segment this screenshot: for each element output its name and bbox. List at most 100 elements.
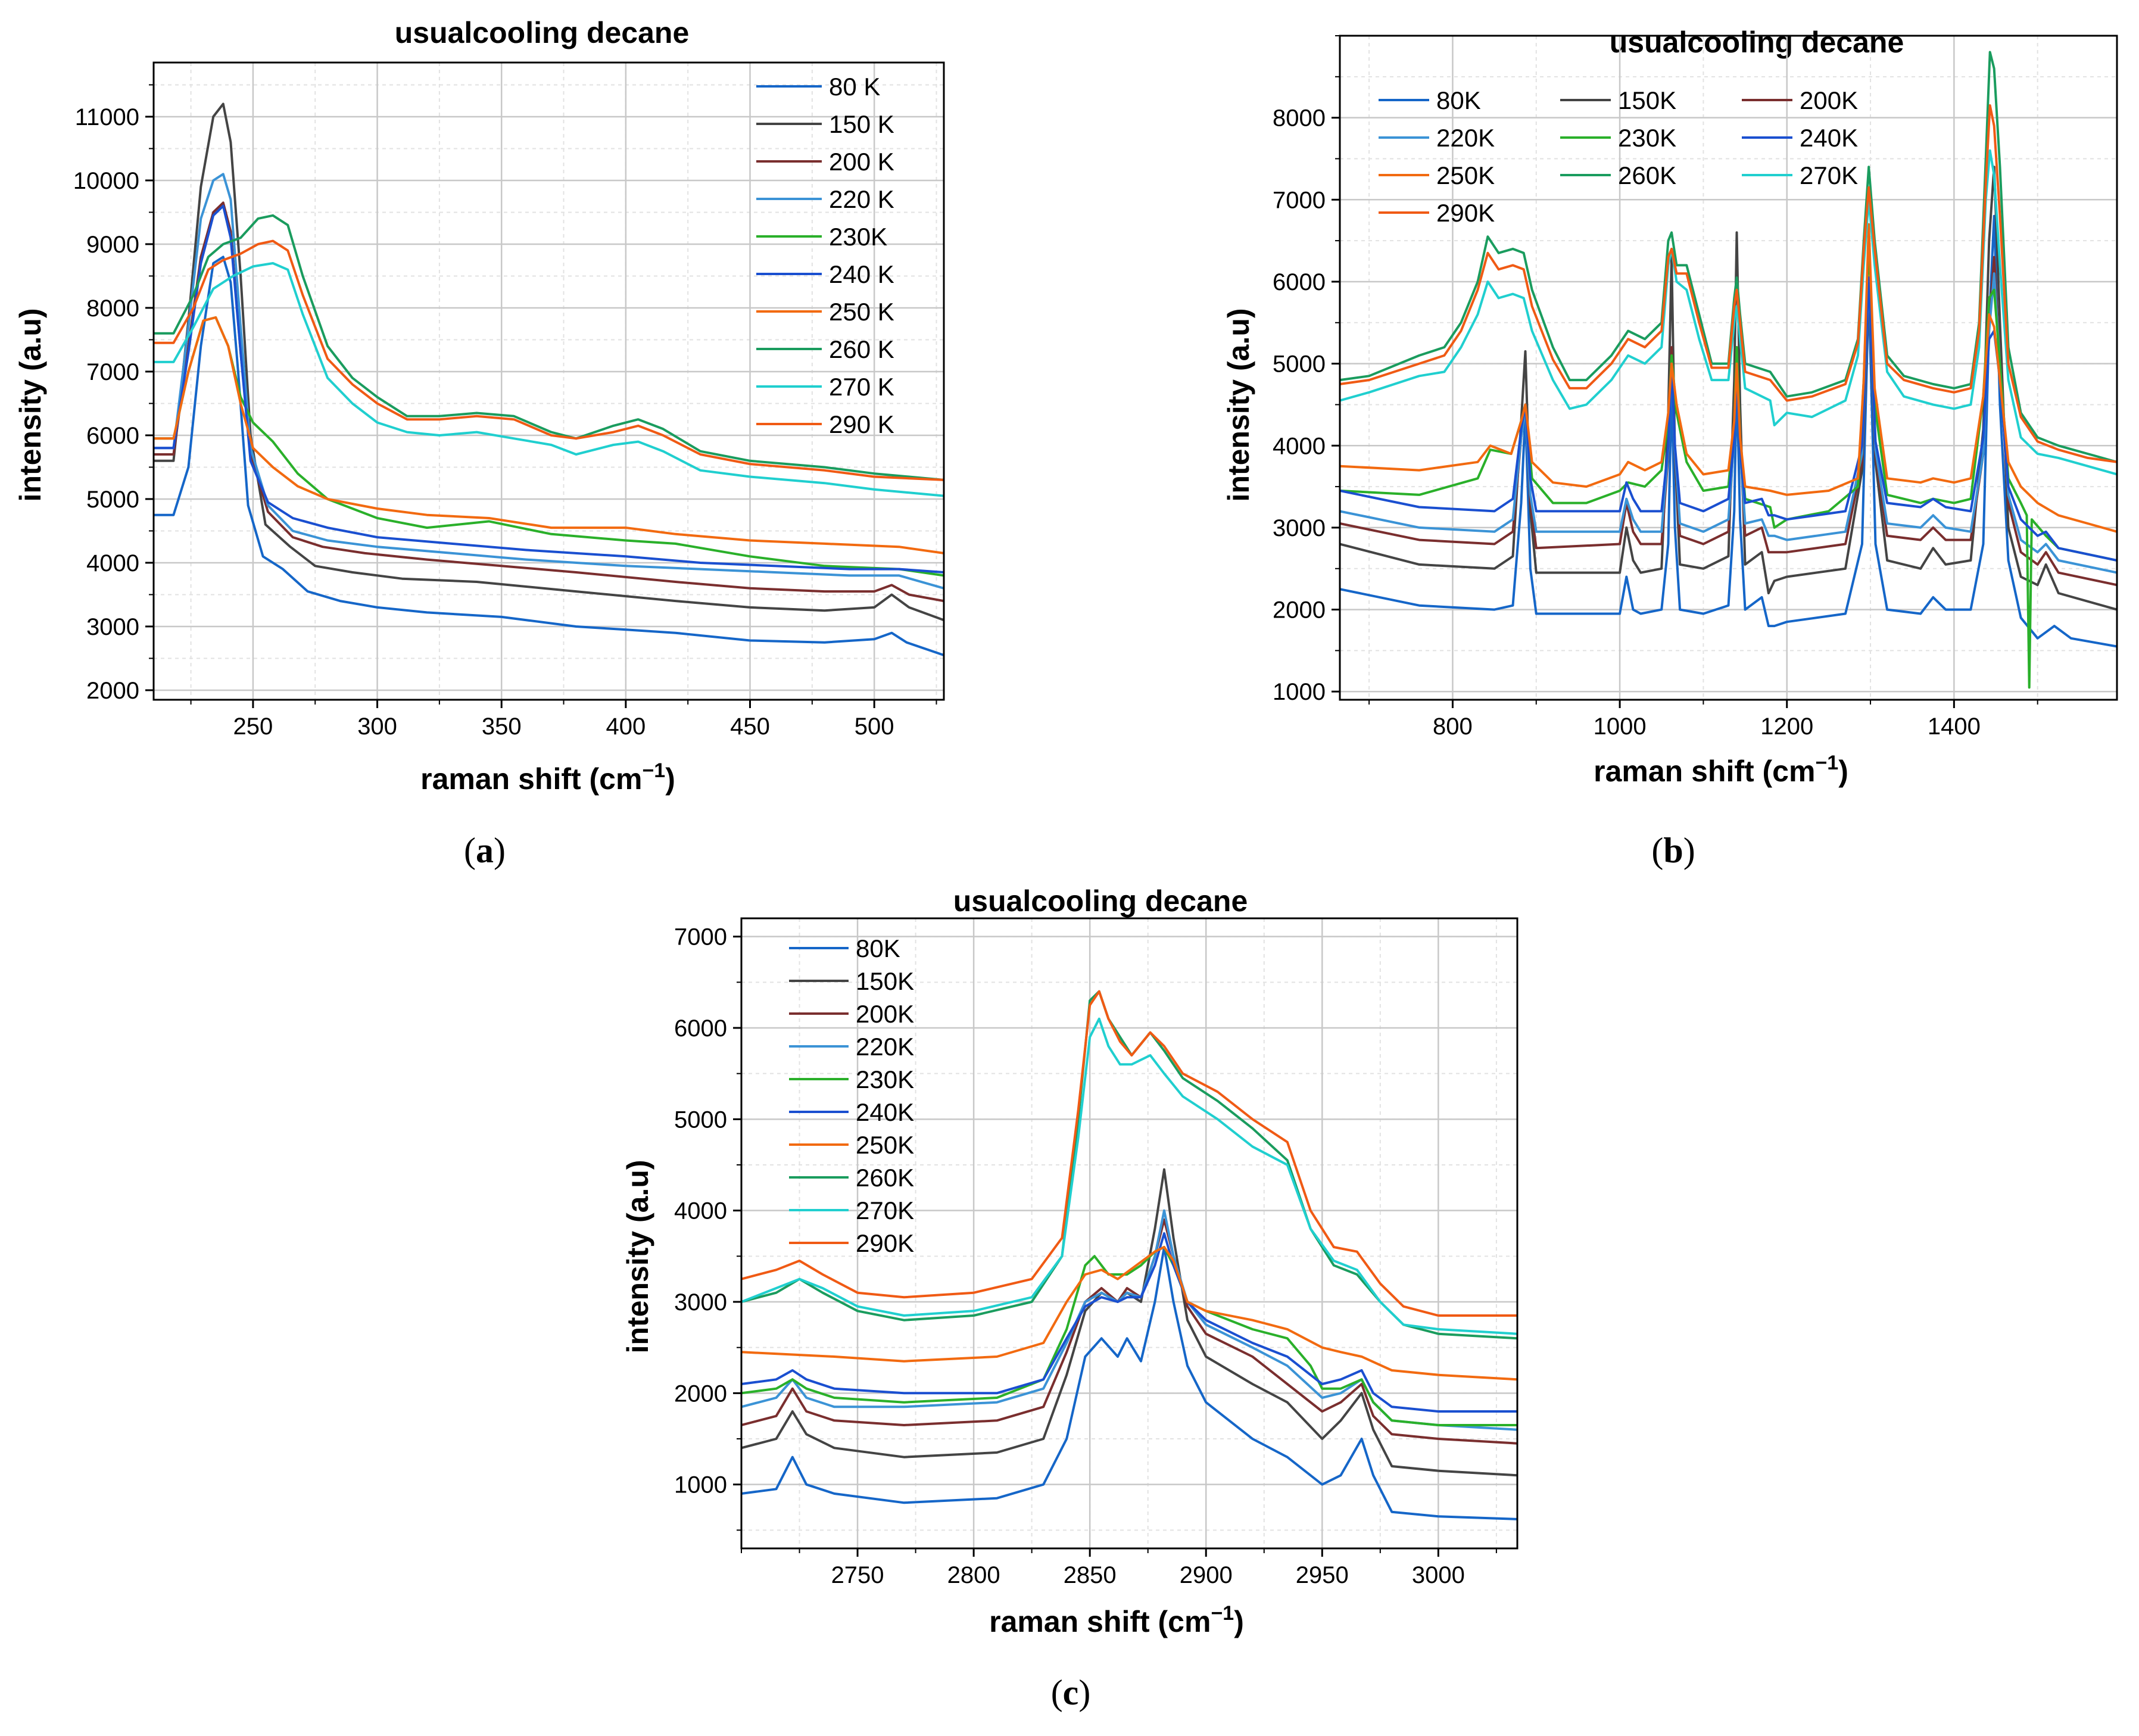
y-tick-label: 8000 — [1273, 105, 1326, 132]
x-tick-label: 2950 — [1296, 1562, 1349, 1588]
legend: 80K 150K 200K 220K 230K 240K 250K 260K 270K 290K — [789, 934, 914, 1257]
y-tick-label: 3000 — [674, 1289, 727, 1316]
y-tick-label: 3000 — [86, 614, 139, 640]
y-tick-label: 11000 — [75, 104, 139, 130]
legend-label-150K: 150 K — [829, 110, 894, 138]
x-tick-label: 2800 — [947, 1562, 1000, 1588]
panel-a-ylabel: intensity (a.u) — [14, 308, 47, 501]
y-tick-label: 6000 — [86, 423, 139, 449]
x-tick-label: 2750 — [831, 1562, 884, 1588]
plot-frame — [152, 61, 945, 701]
series-line-220K — [154, 173, 944, 590]
x-tick-label: 500 — [855, 713, 894, 740]
legend-label-290K: 290 K — [829, 410, 894, 438]
legend-label-270K: 270K — [1800, 161, 1858, 189]
panel-c-title: usualcooling decane — [953, 884, 1248, 918]
legend-label-290K: 290K — [1436, 199, 1495, 227]
y-tick-label: 2000 — [674, 1380, 727, 1407]
x-tick-label: 400 — [606, 713, 646, 740]
legend-label-150K: 150K — [856, 967, 914, 995]
panel-a-title: usualcooling decane — [395, 16, 690, 49]
x-tick-label: 450 — [730, 713, 770, 740]
series-line-250K — [1340, 223, 2117, 533]
panel-b-ylabel: intensity (a.u) — [1222, 308, 1255, 501]
legend-label-240K: 240 K — [829, 260, 894, 288]
series-line-80K — [154, 255, 944, 656]
series-group — [1340, 51, 2117, 689]
panel-b-title: usualcooling decane — [1610, 26, 1904, 59]
legend-label-80K: 80K — [1436, 86, 1481, 114]
legend-label-240K: 240K — [1800, 124, 1858, 152]
series-line-150K — [1340, 166, 2117, 611]
y-tick-label: 8000 — [86, 295, 139, 322]
y-tick-label: 7000 — [1273, 187, 1326, 213]
y-tick-label: 1000 — [674, 1472, 727, 1498]
series-line-230K — [1340, 239, 2117, 689]
y-tick-label: 4000 — [86, 550, 139, 576]
series-line-80K — [1340, 214, 2117, 648]
legend-label-260K: 260K — [1618, 161, 1676, 189]
legend-label-240K: 240K — [856, 1098, 914, 1126]
legend-label-200K: 200K — [1800, 86, 1858, 114]
y-tick-label: 9000 — [86, 232, 139, 258]
y-tick-label: 4000 — [1273, 433, 1326, 459]
panel-a-xlabel: raman shift (cm−1) — [420, 759, 675, 796]
series-line-150K — [154, 102, 944, 622]
series-line-80K — [741, 1246, 1517, 1520]
y-tick-label: 7000 — [674, 924, 727, 950]
x-tick-label: 800 — [1433, 713, 1473, 740]
panel-c: usualcooling decane 2750 2800 2850 2900 2950… — [621, 884, 1518, 1712]
x-tick-label: 3000 — [1412, 1562, 1465, 1588]
legend: 80K 150K 200K 220K 230K 240K 250K 260K 270K 290K — [1379, 86, 1858, 227]
y-tick-label: 4000 — [674, 1198, 727, 1224]
legend: 80 K 150 K 200 K 220 K 230K 240 K 250 K 260 K 27… — [756, 73, 894, 438]
legend-label-220K: 220 K — [829, 185, 894, 213]
x-tick-label: 1200 — [1760, 713, 1813, 740]
series-line-150K — [741, 1168, 1517, 1477]
legend-label-80K: 80 K — [829, 73, 880, 101]
series-line-270K — [154, 262, 944, 497]
series-line-240K — [154, 204, 944, 574]
x-tick-label: 300 — [357, 713, 397, 740]
x-tick-label: 1000 — [1594, 713, 1647, 740]
y-tick-label: 6000 — [1273, 269, 1326, 295]
series-line-260K — [1340, 51, 2117, 463]
x-tick-label: 2900 — [1180, 1562, 1233, 1588]
series-line-250K — [741, 1246, 1517, 1381]
x-tick-label: 1400 — [1928, 713, 1981, 740]
legend-label-200K: 200K — [856, 1000, 914, 1028]
series-line-290K — [154, 239, 944, 481]
legend-label-150K: 150K — [1618, 86, 1676, 114]
panel-b-plot: 800 1000 1200 1400 1000 2000 3000 4000 5000 6000 7… — [1273, 35, 2118, 740]
x-tick-label: 250 — [233, 713, 273, 740]
y-tick-label: 5000 — [86, 487, 139, 513]
y-tick-label: 5000 — [674, 1107, 727, 1133]
y-tick-label: 5000 — [1273, 351, 1326, 378]
plot-frame — [1339, 35, 2118, 701]
legend-label-230K: 230K — [829, 223, 887, 251]
legend-label-250K: 250 K — [829, 298, 894, 326]
legend-label-270K: 270K — [856, 1196, 914, 1224]
legend-label-230K: 230K — [856, 1065, 914, 1093]
legend-label-220K: 220K — [856, 1033, 914, 1061]
y-tick-label: 6000 — [674, 1015, 727, 1042]
legend-label-290K: 290K — [856, 1229, 914, 1257]
y-tick-label: 2000 — [86, 678, 139, 704]
panel-c-plot: 2750 2800 2850 2900 2950 3000 1000 2000 3000 4000… — [674, 917, 1518, 1588]
series-line-250K — [154, 316, 944, 554]
y-tick-label: 2000 — [1273, 597, 1326, 624]
x-tick-label: 350 — [482, 713, 522, 740]
panel-b-xlabel: raman shift (cm−1) — [1594, 752, 1848, 788]
series-line-260K — [741, 990, 1517, 1340]
legend-label-260K: 260 K — [829, 335, 894, 363]
series-line-290K — [1340, 104, 2117, 463]
panel-b-caption: (b) — [1651, 831, 1695, 870]
y-tick-label: 7000 — [86, 359, 139, 385]
panel-c-xlabel: raman shift (cm−1) — [989, 1602, 1244, 1638]
legend-label-270K: 270 K — [829, 373, 894, 401]
legend-label-200K: 200 K — [829, 148, 894, 176]
series-line-240K — [1340, 276, 2117, 562]
legend-label-80K: 80K — [856, 934, 900, 962]
panel-c-caption: (c) — [1051, 1673, 1091, 1712]
